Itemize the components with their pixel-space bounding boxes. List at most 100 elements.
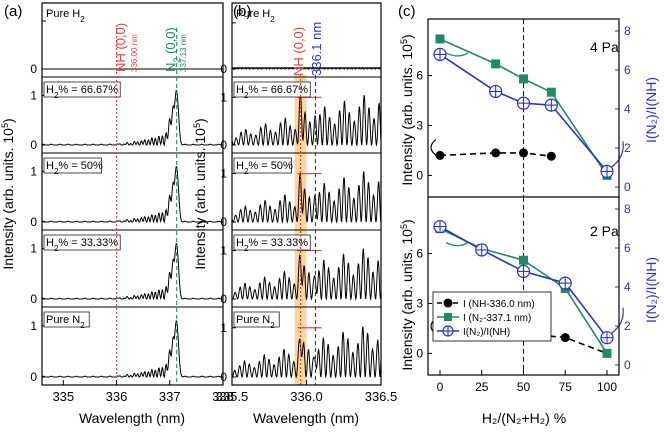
c-data-point-n2 bbox=[519, 255, 528, 265]
panel-a-y-tick-label: 0 bbox=[30, 292, 37, 306]
c-arrow-blue bbox=[610, 307, 624, 335]
c-right-y-tick-label: 0 bbox=[624, 180, 631, 194]
panel-b-y-tick-label: 0 bbox=[220, 370, 227, 384]
panel-b-spectrum-line bbox=[231, 171, 382, 224]
legend-text-ratio: I(N₂)/I(NH) bbox=[463, 327, 510, 338]
panel-a-subplot-label: H2% = 66.67% bbox=[46, 84, 118, 100]
panel-b-subplot-label: Pure N2 bbox=[236, 314, 275, 330]
panel-b-y-label: Intensity (arb. units. 105) bbox=[192, 118, 208, 269]
c-arrow-green bbox=[445, 242, 469, 247]
c-arrow-blue bbox=[610, 141, 624, 168]
c-right-y-tick-label: 2 bbox=[624, 319, 631, 333]
panel-a-label: (a) bbox=[4, 3, 22, 20]
legend-text-nh: I (NH-336.0 nm) bbox=[463, 299, 535, 310]
c-bottom-left-y-label: Intensity (arb. units. 105) bbox=[399, 219, 415, 370]
panel-b-spectrum-line bbox=[231, 326, 382, 379]
nh-marker-label-b: NH (0,0) bbox=[291, 27, 306, 76]
c-data-point-n2 bbox=[602, 348, 612, 358]
panel-b-x-tick-label: 336.0 bbox=[290, 389, 323, 404]
panel-a-spectrum-line bbox=[41, 90, 223, 147]
panel-a-frame bbox=[41, 2, 224, 386]
panel-a-subplot-label-box bbox=[43, 311, 90, 328]
panel-a-spectra: 0 Pure H2 0 1 H2% = 66.67% 0 1 H2% = 50% 0 1 H2% =… bbox=[30, 8, 223, 385]
legend: I (NH-336.0 nm) I (N₂-337.1 nm) I(N₂)/I(… bbox=[432, 291, 552, 342]
panel-b-subplot-label-box bbox=[233, 234, 311, 251]
panel-b-subplot-label: H2% = 50% bbox=[236, 160, 293, 176]
c-top-left-y-label: Intensity (arb. units. 105) bbox=[399, 34, 415, 185]
panel-b-y-tick-label: 1 bbox=[220, 244, 227, 258]
blue-marker-label-b: 336.1 nm bbox=[309, 22, 324, 76]
panel-b-subplot-label-box bbox=[233, 311, 280, 328]
panel-a-x-tick-label: 338 bbox=[212, 389, 234, 404]
panel-b-x-tick-label: 336.5 bbox=[365, 389, 398, 404]
panel-b-spectrum-line bbox=[231, 92, 382, 147]
panel-b-spectrum-line bbox=[231, 248, 382, 301]
panel-a-y-tick-label: 1 bbox=[30, 88, 37, 102]
panel-b-y-tick-label: 0 bbox=[220, 292, 227, 306]
c-data-point-nh bbox=[546, 151, 556, 161]
c-data-point-nh bbox=[560, 333, 570, 343]
panel-a-x-tick-label: 336 bbox=[106, 389, 128, 404]
panel-a-subplot-label: H2% = 50% bbox=[46, 160, 103, 176]
panel-a-x-label: Wavelength (nm) bbox=[79, 410, 185, 426]
c-x-tick-label: 0 bbox=[437, 380, 444, 394]
panel-b-y-tick-label: 1 bbox=[220, 167, 227, 181]
panel-a-y-tick-label: 0 bbox=[30, 62, 37, 76]
c-data-point-n2 bbox=[519, 74, 528, 84]
n2-marker-label-a: N2 (0,0) bbox=[163, 27, 182, 72]
panel-a-spectrum-line bbox=[41, 166, 223, 224]
panel-a-spectrum-line bbox=[41, 320, 223, 379]
panel-c-x-ticks: 0 25 50 75 100 bbox=[437, 370, 617, 394]
c-right-y-tick-label: 8 bbox=[624, 202, 631, 216]
c-top-right-y-label: I(N₂)/I(NH) bbox=[643, 77, 659, 143]
c-right-y-tick-label: 2 bbox=[624, 141, 631, 155]
panel-b-subplot-label: H2% = 33.33% bbox=[236, 237, 308, 253]
c-left-y-tick-label: 3 bbox=[416, 118, 423, 132]
panel-c-label: (c) bbox=[398, 3, 416, 20]
panel-b-subplot-label-box bbox=[233, 81, 311, 98]
panel-a-y-tick-label: 1 bbox=[30, 319, 37, 333]
c-arrow-green bbox=[445, 52, 469, 57]
pressure-label-bottom: 2 Pa bbox=[590, 223, 619, 239]
panel-b-y-tick-label: 1 bbox=[220, 90, 227, 104]
legend-marker-n2 bbox=[444, 313, 452, 321]
c-left-y-tick-label: 3 bbox=[416, 296, 423, 310]
panel-b-x-label: Wavelength (nm) bbox=[253, 410, 359, 426]
panel-a-y-tick-label: 0 bbox=[30, 370, 37, 384]
panel-b-spectrum-line bbox=[231, 66, 382, 71]
c-data-point-n2 bbox=[491, 59, 501, 69]
panel-c-x-label: H₂/(N₂+H₂) % bbox=[482, 410, 566, 426]
c-right-y-tick-label: 4 bbox=[624, 280, 631, 294]
c-right-y-tick-label: 4 bbox=[624, 102, 631, 116]
panel-a-spectrum-line bbox=[41, 243, 223, 301]
panel-a-subplot-label: H2% = 33.33% bbox=[46, 237, 118, 253]
c-right-y-tick-label: 0 bbox=[624, 358, 631, 372]
c-x-tick-label: 25 bbox=[475, 380, 489, 394]
panel-a-subplot-label-box bbox=[43, 81, 121, 98]
c-left-y-tick-label: 0 bbox=[416, 346, 423, 360]
legend-marker-nh bbox=[443, 298, 453, 308]
c-x-tick-label: 75 bbox=[559, 380, 573, 394]
legend-text-n2: I (N₂-337.1 nm) bbox=[463, 313, 531, 324]
panel-b-spectra: 0 Pure H2 0 1 H2% = 66.67% 0 1 H2% = 50% 0 1 H2% =… bbox=[220, 8, 382, 385]
nh-marker-label-a: NH (0,0) bbox=[113, 23, 128, 72]
panel-a-subplot-label: Pure N2 bbox=[46, 314, 85, 330]
c-right-y-tick-label: 8 bbox=[624, 24, 631, 38]
n2-marker-wavelength-a: 337.13 nm bbox=[179, 34, 188, 72]
c-data-point-nh bbox=[435, 150, 445, 160]
c-right-y-tick-label: 6 bbox=[624, 63, 631, 77]
panel-b-x-ticks: 335.5 336.0 336.5 bbox=[216, 380, 398, 404]
c-data-point-n2 bbox=[435, 34, 445, 44]
c-left-y-tick-label: 0 bbox=[416, 168, 423, 182]
panel-b-subplot-label-box bbox=[233, 157, 292, 174]
c-right-y-tick-label: 6 bbox=[624, 241, 631, 255]
panel-a-x-tick-label: 337 bbox=[159, 389, 181, 404]
panel-a-y-tick-label: 0 bbox=[30, 138, 37, 152]
nh-marker-wavelength-a: 336.00 nm bbox=[130, 34, 139, 72]
panel-b-y-tick-label: 1 bbox=[220, 321, 227, 335]
panel-a-y-label: Intensity (arb. units. 105) bbox=[0, 118, 16, 269]
c-left-y-tick-label: 6 bbox=[416, 69, 423, 83]
panel-a-x-tick-label: 335 bbox=[52, 389, 74, 404]
panel-a-x-ticks: 335 336 337 338 bbox=[52, 380, 234, 404]
